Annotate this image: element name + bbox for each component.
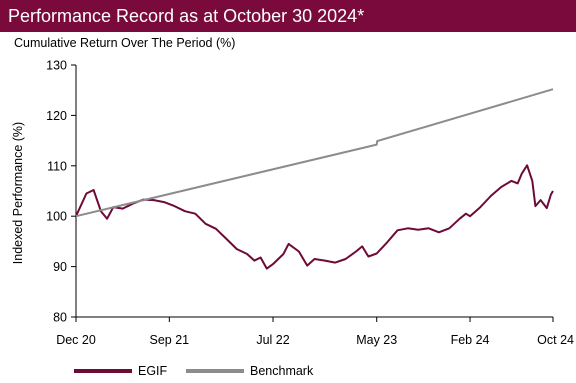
legend-item-egif: EGIF <box>74 364 167 378</box>
x-tick-label: Feb 24 <box>451 333 490 347</box>
chart-legend: EGIF Benchmark <box>0 364 576 382</box>
legend-item-benchmark: Benchmark <box>186 364 313 378</box>
legend-label: Benchmark <box>250 364 314 378</box>
legend-label: EGIF <box>138 364 168 378</box>
x-tick-label: Jul 22 <box>256 333 289 347</box>
page-title: Performance Record as at October 30 2024… <box>8 6 365 26</box>
x-tick-label: Oct 24 <box>537 333 574 347</box>
chart-subtitle: Cumulative Return Over The Period (%) <box>14 36 236 50</box>
y-axis-label: Indexed Performance (%) <box>11 122 25 264</box>
x-tick-label: Sep 21 <box>150 333 190 347</box>
legend-swatch <box>74 369 132 373</box>
y-tick-label: 130 <box>46 59 67 73</box>
x-tick-label: Dec 20 <box>56 333 96 347</box>
series-line-egif <box>75 164 554 270</box>
y-tick-label: 90 <box>53 260 67 274</box>
header-banner: Performance Record as at October 30 2024… <box>0 0 576 32</box>
y-tick-label: 110 <box>47 159 67 173</box>
y-tick-label: 120 <box>46 109 67 123</box>
y-tick-label: 100 <box>46 210 67 224</box>
x-tick-label: May 23 <box>356 333 397 347</box>
y-tick-label: 80 <box>53 311 67 325</box>
series-line-benchmark <box>75 88 554 218</box>
legend-swatch <box>186 369 244 373</box>
